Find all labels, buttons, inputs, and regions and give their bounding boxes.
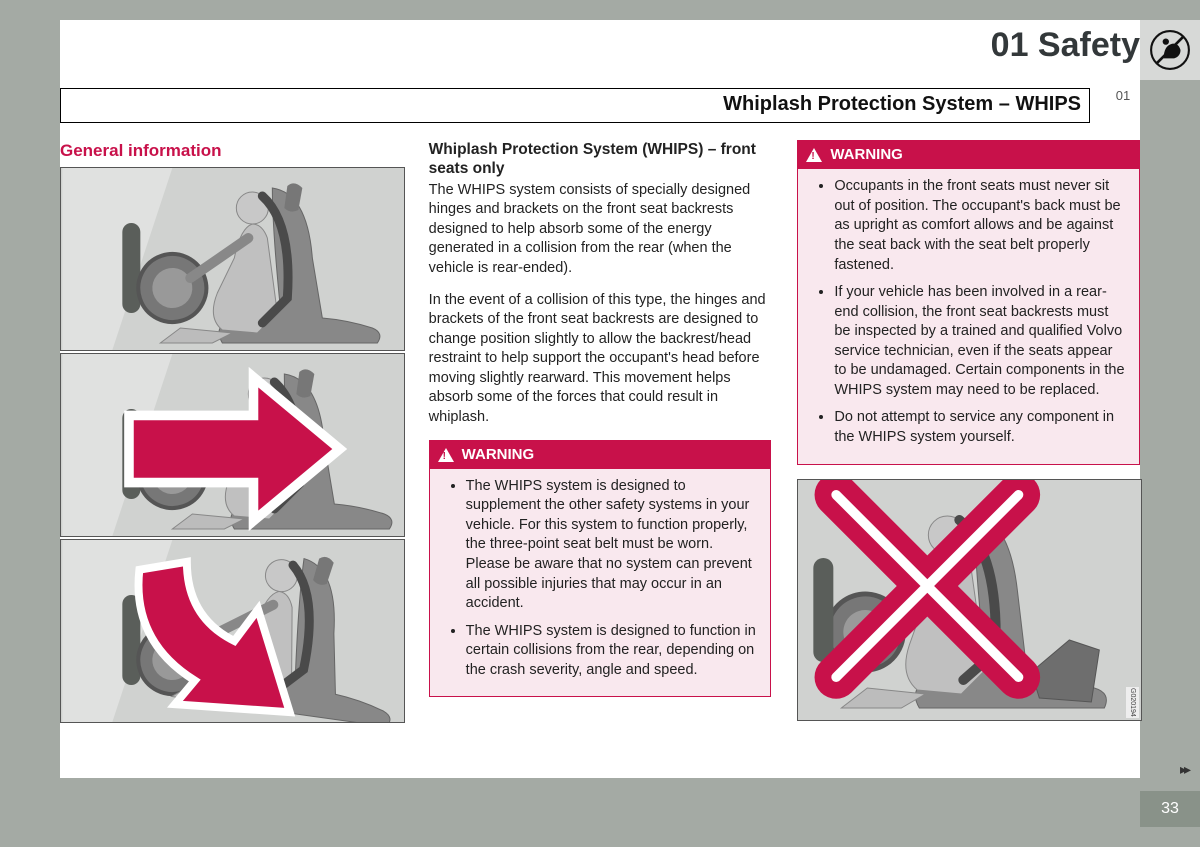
warning-item: Do not attempt to service any component …: [834, 408, 1127, 447]
figure-label: G020194: [1126, 687, 1139, 718]
seat-figure-1: [60, 167, 405, 351]
warning-title: WARNING: [830, 145, 903, 165]
col2-para1: The WHIPS system consists of specially d…: [429, 181, 772, 279]
warning-body: Occupants in the front seats must never …: [798, 169, 1139, 463]
col2-para2: In the event of a collision of this type…: [429, 291, 772, 428]
section-header: Whiplash Protection System – WHIPS 01: [60, 88, 1140, 123]
warning-body: The WHIPS system is designed to suppleme…: [430, 469, 771, 697]
warning-triangle-icon: [438, 448, 454, 462]
warning-header: WARNING: [430, 441, 771, 469]
page-number: 33: [1140, 791, 1200, 827]
warning-triangle-icon: [806, 148, 822, 162]
col2-heading: Whiplash Protection System (WHIPS) – fro…: [429, 140, 772, 179]
continue-marker: ▸▸: [1180, 761, 1188, 778]
seat-figure-3: [60, 539, 405, 723]
warning-item: The WHIPS system is designed to suppleme…: [466, 477, 759, 614]
column-1: General information: [60, 140, 403, 725]
chapter-tab: 01: [1106, 88, 1140, 103]
warning-header: WARNING: [798, 141, 1139, 169]
red-x-icon: [797, 479, 1099, 706]
warning-box-2: WARNING Occupants in the front seats mus…: [797, 140, 1140, 465]
section-title: Whiplash Protection System – WHIPS: [60, 88, 1090, 123]
warning-item: If your vehicle has been involved in a r…: [834, 283, 1127, 400]
warning-title: WARNING: [462, 445, 535, 465]
columns: General information: [60, 140, 1140, 725]
airbag-warning-icon: [1140, 20, 1200, 80]
warning-box-1: WARNING The WHIPS system is designed to …: [429, 440, 772, 698]
content-area: 01 Safety Whiplash Protection System – W…: [60, 20, 1140, 778]
chapter-title: 01 Safety: [991, 26, 1140, 65]
col1-heading: General information: [60, 140, 403, 163]
column-3: WARNING Occupants in the front seats mus…: [797, 140, 1140, 725]
column-2: Whiplash Protection System (WHIPS) – fro…: [429, 140, 772, 725]
seat-figure-2: [60, 353, 405, 537]
arrow-right-icon: [63, 358, 405, 537]
seat-figure-wrong: G020194: [797, 479, 1142, 721]
warning-item: The WHIPS system is designed to function…: [466, 622, 759, 681]
arrow-curve-icon: [63, 546, 405, 723]
warning-item: Occupants in the front seats must never …: [834, 177, 1127, 275]
